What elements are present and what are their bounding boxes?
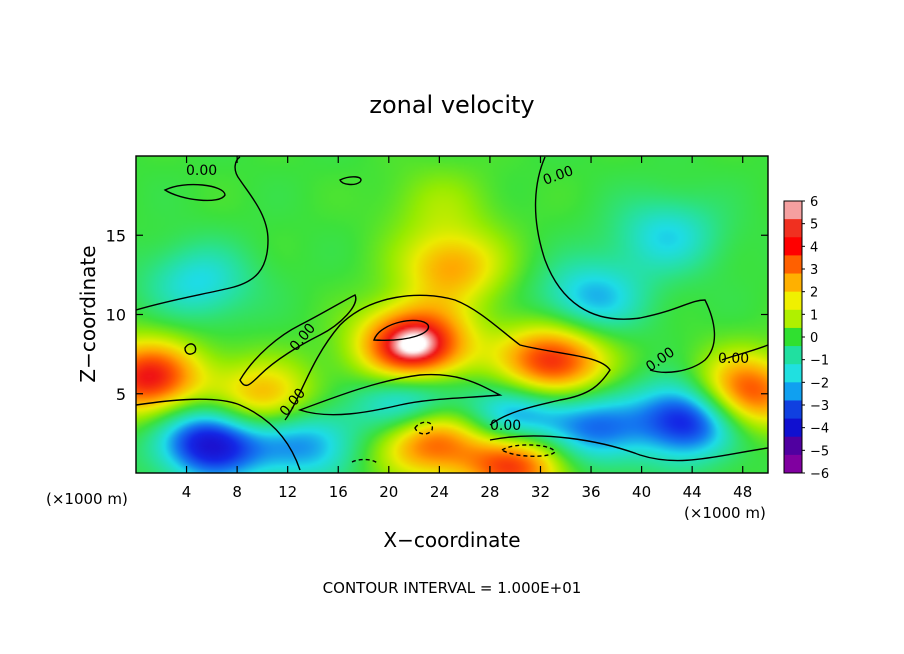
colorbar-swatch: [784, 364, 802, 383]
contour-zero-central: [284, 294, 611, 426]
contour-label: 0.00: [186, 163, 217, 179]
colorbar-tick-label: 2: [810, 286, 818, 301]
colorbar-tick-label: 0: [810, 331, 818, 346]
colorbar-swatch: [784, 400, 802, 420]
x-axis-title: X−coordinate: [383, 528, 520, 552]
contour-zero-low-left: [136, 398, 301, 471]
x-tick-label: 24: [430, 483, 449, 501]
x-tick-label: 16: [329, 483, 348, 501]
colorbar-tick-label: −6: [810, 467, 829, 482]
x-tick-label: 28: [480, 483, 499, 501]
colorbar-swatch: [784, 346, 802, 365]
colorbar-swatch: [784, 327, 802, 347]
colorbar: 6 5 4 3 2 1 0 −1 −2 −3 −4 −5 −6: [783, 195, 829, 482]
contour-zero-small-top: [339, 176, 362, 186]
colorbar-swatch: [784, 454, 802, 474]
contour-zero-low-right: [489, 435, 768, 462]
y-unit-label: (×1000 m): [46, 490, 128, 508]
y-tick-label: 15: [106, 226, 126, 245]
colorbar-tick-label: −5: [810, 444, 829, 459]
contour-zero-blob-top: [163, 183, 226, 202]
contour-lines: [136, 156, 768, 471]
colorbar-swatch: [784, 219, 802, 238]
contour-zero-upper: [136, 156, 269, 311]
contour-label: 0.00: [490, 418, 521, 434]
x-tick-label: 32: [531, 483, 550, 501]
x-tick-label: 20: [379, 483, 398, 501]
chart-title: zonal velocity: [369, 91, 534, 119]
x-tick-label: 48: [733, 483, 752, 501]
y-tick-label: 5: [116, 385, 126, 404]
colorbar-swatch: [784, 309, 802, 329]
y-axis: 5 10 15: [106, 226, 768, 404]
contour-zero-left-branch: [239, 294, 357, 387]
colorbar-tick-label: −2: [810, 376, 829, 391]
x-tick-label: 40: [632, 483, 651, 501]
colorbar-swatch: [784, 382, 802, 401]
contour-zero-inner-loop: [297, 373, 503, 416]
contour-neg-small-3: [351, 458, 379, 465]
x-tick-label: 12: [278, 483, 297, 501]
contour-zero-right: [721, 344, 768, 361]
colorbar-tick-label: 4: [810, 240, 818, 255]
contour-label: 0.00: [718, 351, 749, 367]
contour-zero-top-right: [534, 156, 716, 373]
colorbar-tick-label: −4: [810, 422, 829, 437]
x-axis: 4 8 12 16 20 24 28 32 36 40 44 48: [182, 156, 752, 501]
colorbar-swatch: [784, 291, 802, 311]
x-tick-label: 44: [683, 483, 702, 501]
colorbar-tick-label: −1: [810, 354, 829, 369]
y-axis-title: Z−coordinate: [76, 245, 100, 382]
contour-zero-left-small: [184, 343, 197, 355]
colorbar-tick-label: 3: [810, 263, 818, 278]
colorbar-swatch: [784, 436, 802, 456]
contour-neg-small-1: [414, 421, 434, 435]
x-tick-label: 4: [182, 483, 192, 501]
contour-interval-note: CONTOUR INTERVAL = 1.000E+01: [323, 579, 582, 597]
colorbar-swatch: [784, 237, 802, 256]
x-tick-label: 36: [581, 483, 600, 501]
plot-area: 0.00 0.00 0.00 0.00 0.00 0.00 0.00: [135, 155, 769, 474]
colorbar-tick-label: 6: [810, 195, 818, 210]
colorbar-swatch: [784, 273, 802, 293]
colorbar-swatch: [784, 255, 802, 275]
x-tick-label: 8: [232, 483, 242, 501]
contour-neg-small-2: [500, 444, 556, 457]
colorbar-swatch: [784, 201, 802, 220]
colorbar-swatch: [784, 418, 802, 438]
colorbar-tick-label: 1: [810, 308, 818, 323]
x-unit-label: (×1000 m): [684, 504, 766, 522]
velocity-field: [136, 156, 768, 473]
contour-max-loop: [373, 319, 430, 341]
colorbar-tick-label: 5: [810, 218, 818, 233]
colorbar-tick-label: −3: [810, 399, 829, 414]
y-tick-label: 10: [106, 306, 126, 325]
